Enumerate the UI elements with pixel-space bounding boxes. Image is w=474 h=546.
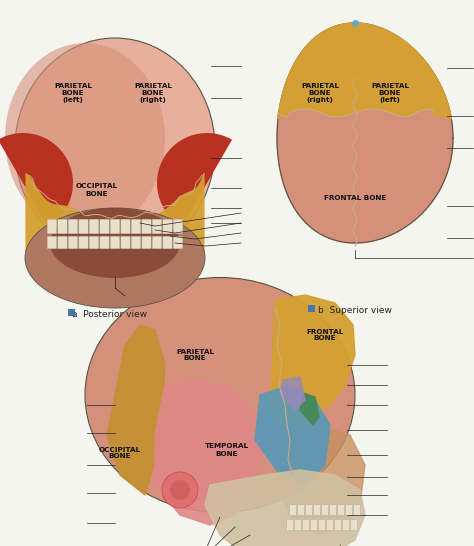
- FancyBboxPatch shape: [319, 519, 326, 531]
- FancyBboxPatch shape: [306, 505, 312, 515]
- Polygon shape: [270, 295, 355, 425]
- FancyBboxPatch shape: [131, 236, 141, 249]
- FancyBboxPatch shape: [68, 309, 75, 316]
- FancyBboxPatch shape: [58, 219, 67, 234]
- Wedge shape: [0, 133, 73, 226]
- Polygon shape: [155, 380, 265, 525]
- Ellipse shape: [5, 43, 165, 233]
- FancyBboxPatch shape: [163, 219, 173, 234]
- FancyBboxPatch shape: [163, 236, 173, 249]
- FancyBboxPatch shape: [350, 519, 357, 531]
- FancyBboxPatch shape: [142, 236, 151, 249]
- Text: PARIETAL
BONE
(left): PARIETAL BONE (left): [54, 83, 92, 103]
- FancyBboxPatch shape: [89, 219, 99, 234]
- Text: a  Posterior view: a Posterior view: [73, 310, 147, 319]
- Text: FRONTAL BONE: FRONTAL BONE: [324, 195, 386, 201]
- Polygon shape: [255, 385, 330, 485]
- FancyBboxPatch shape: [100, 219, 109, 234]
- Text: PARIETAL
BONE: PARIETAL BONE: [176, 348, 214, 361]
- FancyBboxPatch shape: [354, 505, 361, 515]
- Ellipse shape: [15, 38, 215, 258]
- FancyBboxPatch shape: [302, 519, 310, 531]
- Polygon shape: [205, 470, 365, 546]
- FancyBboxPatch shape: [89, 236, 99, 249]
- FancyBboxPatch shape: [121, 236, 130, 249]
- FancyBboxPatch shape: [294, 519, 301, 531]
- Polygon shape: [107, 325, 165, 495]
- Text: b  Superior view: b Superior view: [318, 306, 392, 315]
- FancyBboxPatch shape: [68, 219, 78, 234]
- FancyBboxPatch shape: [310, 519, 318, 531]
- Polygon shape: [300, 393, 319, 425]
- FancyBboxPatch shape: [131, 219, 141, 234]
- FancyBboxPatch shape: [313, 505, 320, 515]
- Ellipse shape: [25, 208, 205, 308]
- FancyBboxPatch shape: [58, 236, 67, 249]
- FancyBboxPatch shape: [152, 236, 162, 249]
- Text: TEMPORAL
BONE: TEMPORAL BONE: [205, 443, 249, 456]
- FancyBboxPatch shape: [79, 219, 88, 234]
- FancyBboxPatch shape: [337, 505, 345, 515]
- Ellipse shape: [50, 208, 180, 278]
- FancyBboxPatch shape: [329, 505, 337, 515]
- FancyBboxPatch shape: [152, 219, 162, 234]
- FancyBboxPatch shape: [335, 519, 341, 531]
- FancyBboxPatch shape: [79, 236, 88, 249]
- Circle shape: [162, 472, 198, 508]
- Text: FRONTAL
BONE: FRONTAL BONE: [306, 329, 344, 341]
- FancyBboxPatch shape: [290, 505, 297, 515]
- Ellipse shape: [85, 277, 355, 513]
- FancyBboxPatch shape: [47, 219, 57, 234]
- FancyBboxPatch shape: [286, 519, 293, 531]
- FancyBboxPatch shape: [68, 236, 78, 249]
- Text: PARIETAL
BONE
(right): PARIETAL BONE (right): [134, 83, 172, 103]
- Polygon shape: [26, 174, 204, 258]
- FancyBboxPatch shape: [327, 519, 334, 531]
- FancyBboxPatch shape: [343, 519, 349, 531]
- FancyBboxPatch shape: [308, 305, 315, 312]
- FancyBboxPatch shape: [110, 219, 120, 234]
- Text: OCCIPITAL
BONE: OCCIPITAL BONE: [99, 447, 141, 460]
- FancyBboxPatch shape: [298, 505, 304, 515]
- FancyBboxPatch shape: [173, 236, 183, 249]
- Polygon shape: [275, 425, 365, 535]
- Text: PARIETAL
BONE
(right): PARIETAL BONE (right): [301, 83, 339, 103]
- Circle shape: [170, 480, 190, 500]
- Text: PARIETAL
BONE
(left): PARIETAL BONE (left): [371, 83, 409, 103]
- FancyBboxPatch shape: [121, 219, 130, 234]
- Polygon shape: [280, 377, 305, 410]
- Wedge shape: [157, 133, 232, 226]
- Polygon shape: [277, 23, 453, 243]
- Polygon shape: [278, 23, 451, 118]
- FancyBboxPatch shape: [173, 219, 183, 234]
- FancyBboxPatch shape: [142, 219, 151, 234]
- FancyBboxPatch shape: [346, 505, 353, 515]
- FancyBboxPatch shape: [110, 236, 120, 249]
- Text: OCCIPITAL
BONE: OCCIPITAL BONE: [76, 183, 118, 197]
- FancyBboxPatch shape: [47, 236, 57, 249]
- FancyBboxPatch shape: [100, 236, 109, 249]
- FancyBboxPatch shape: [321, 505, 328, 515]
